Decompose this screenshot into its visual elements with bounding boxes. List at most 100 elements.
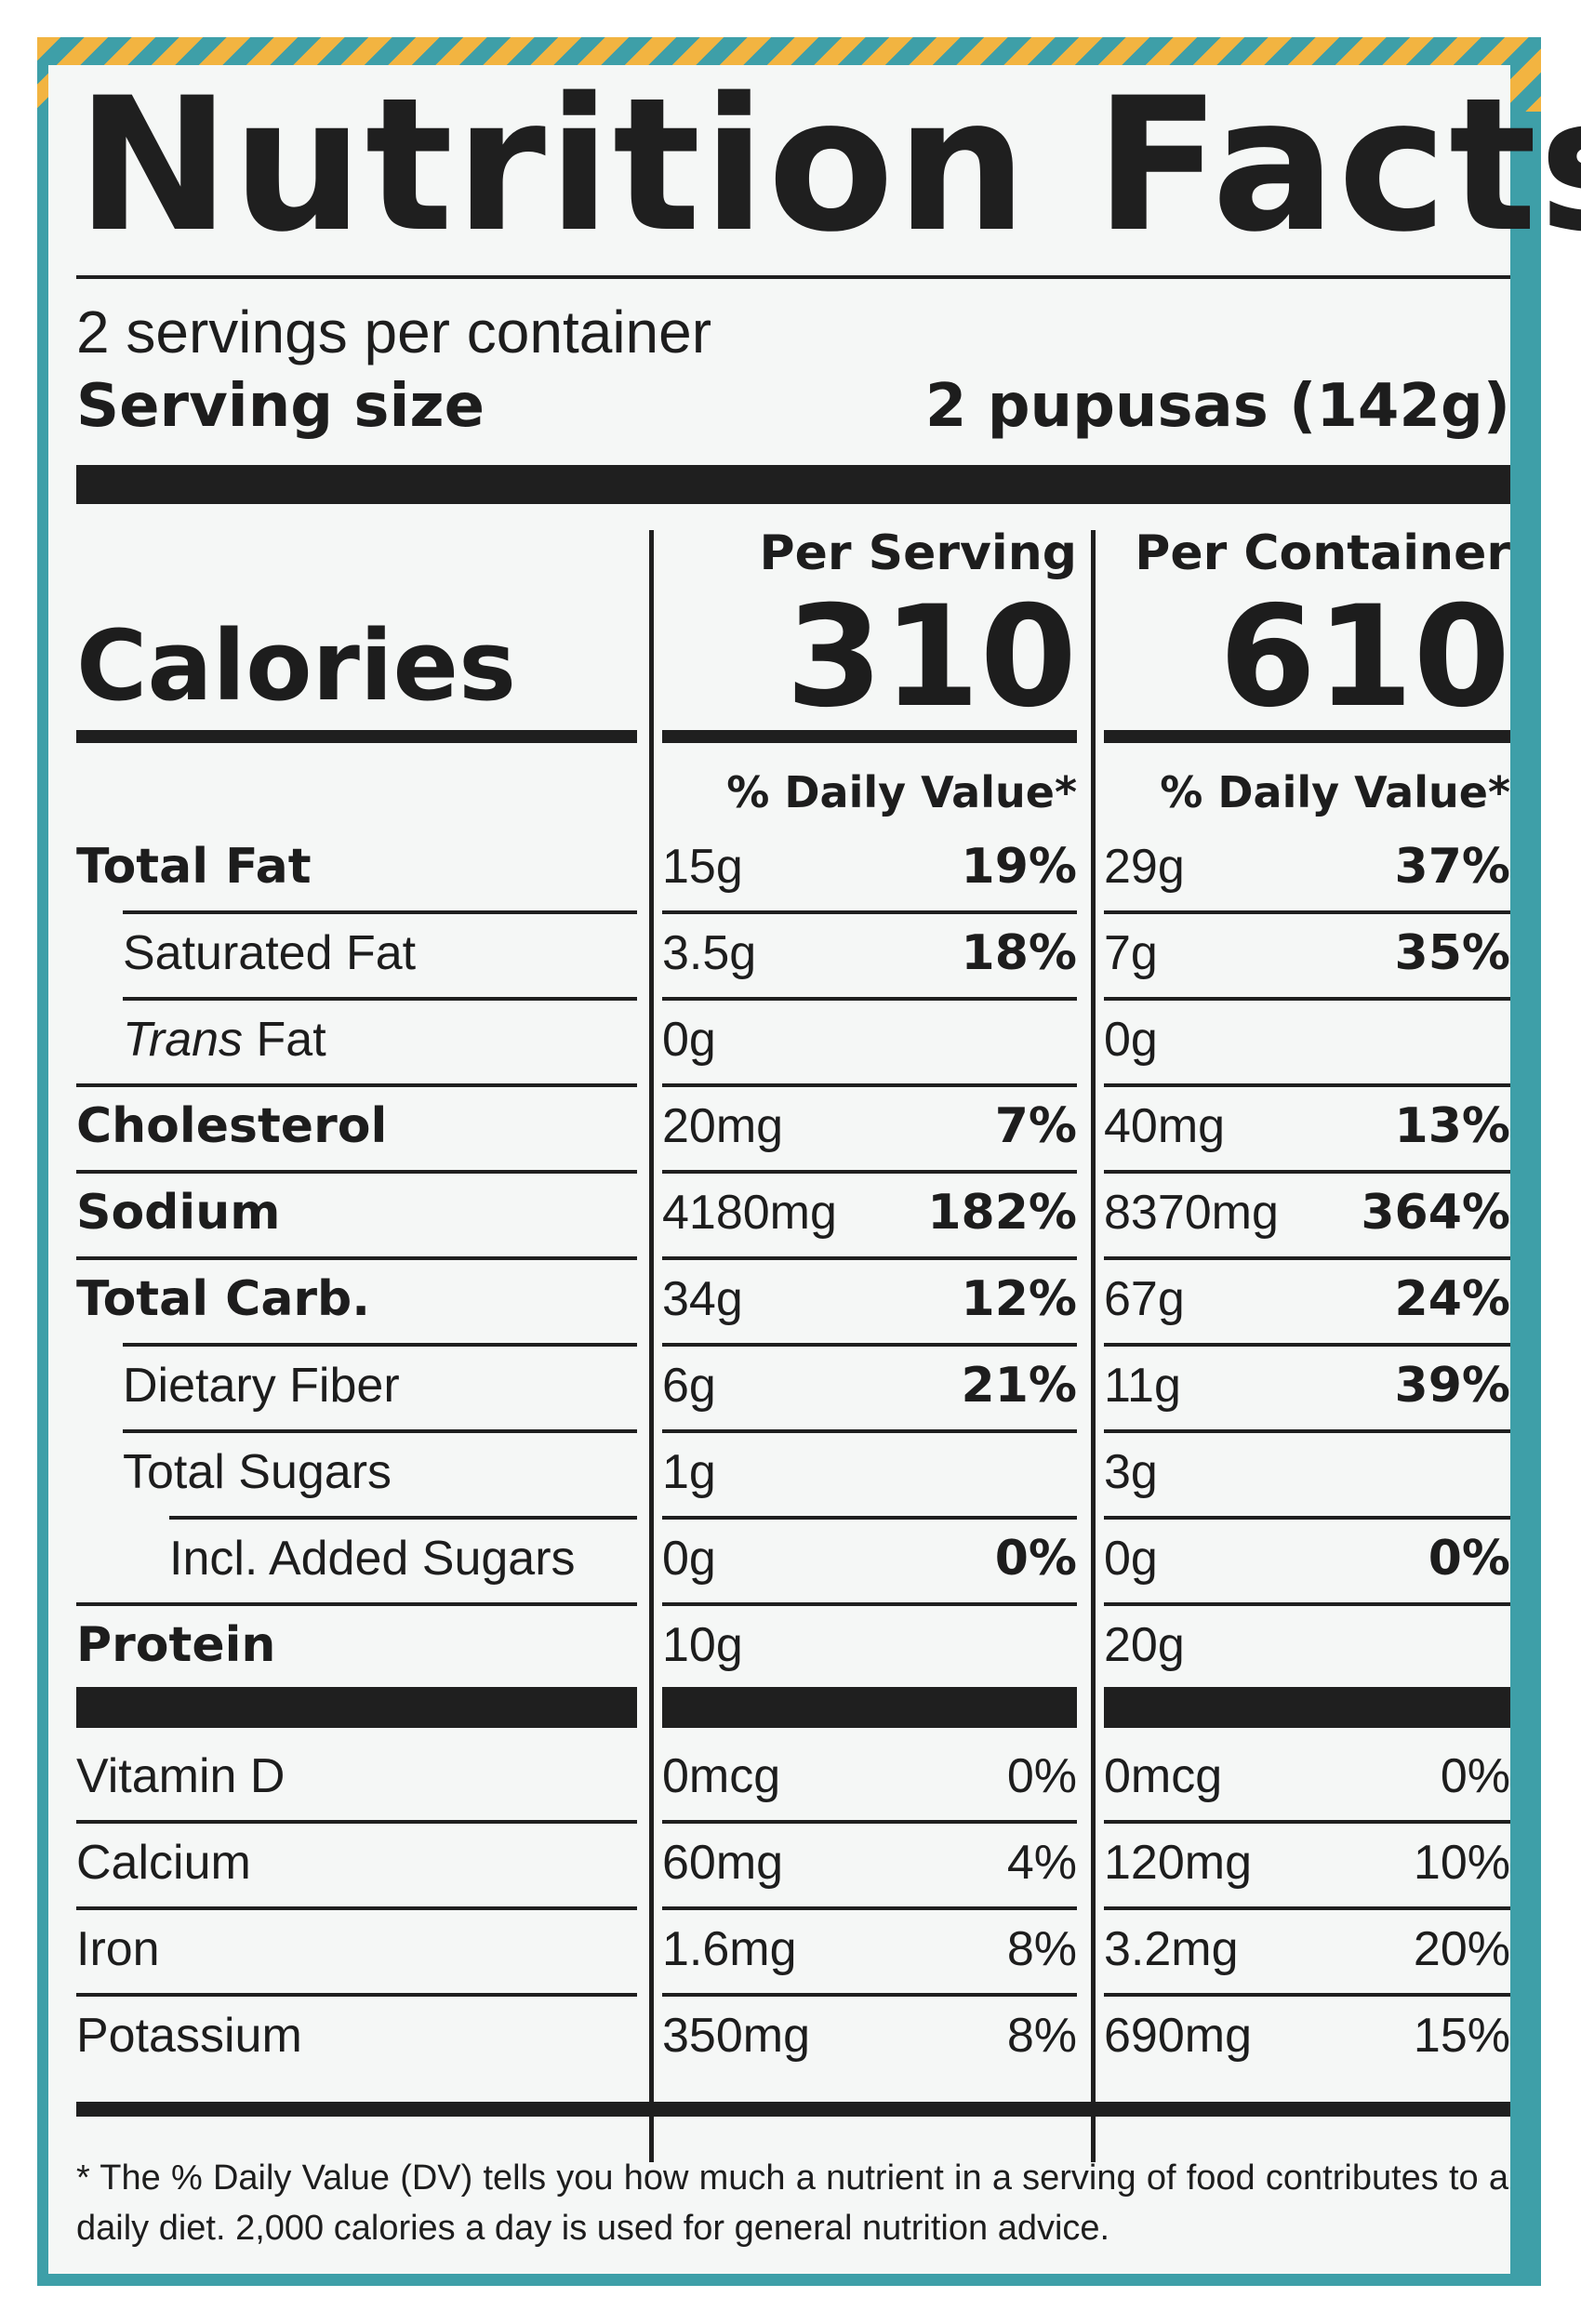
vitamin-bar bbox=[76, 1687, 637, 1728]
column-divider-1 bbox=[649, 530, 654, 2162]
vitamin-bar bbox=[662, 1687, 1077, 1728]
row-divider bbox=[662, 1993, 1077, 1997]
serving-amount: 3.5g bbox=[662, 926, 757, 980]
serving-dv: 4% bbox=[1006, 1836, 1077, 1890]
row-divider bbox=[662, 1516, 1077, 1520]
row-divider bbox=[1104, 1170, 1510, 1174]
row-divider bbox=[662, 1343, 1077, 1347]
serving-dv: 7% bbox=[994, 1098, 1077, 1154]
serving-amount: 10g bbox=[662, 1618, 743, 1672]
serving-amount: 0mcg bbox=[662, 1749, 781, 1803]
nutrient-label: Sodium bbox=[76, 1185, 281, 1241]
column-divider-2 bbox=[1091, 530, 1096, 2162]
serving-size-label: Serving size bbox=[76, 372, 485, 441]
container-dv: 37% bbox=[1394, 839, 1510, 895]
calories-bar-1 bbox=[76, 730, 637, 743]
container-amount: 40mg bbox=[1104, 1099, 1226, 1153]
row-divider bbox=[76, 1083, 637, 1087]
row-divider bbox=[662, 1602, 1077, 1606]
row-divider bbox=[76, 1170, 637, 1174]
row-divider bbox=[1104, 910, 1510, 914]
container-amount: 11g bbox=[1104, 1359, 1181, 1413]
row-divider bbox=[1104, 1256, 1510, 1260]
row-divider bbox=[1104, 1083, 1510, 1087]
row-divider bbox=[662, 1170, 1077, 1174]
serving-size-value: 2 pupusas (142g) bbox=[924, 372, 1510, 441]
nutrient-label: Trans Fat bbox=[123, 1012, 326, 1068]
nutrient-label: Total Carb. bbox=[76, 1271, 371, 1327]
serving-dv: 182% bbox=[927, 1185, 1077, 1241]
serving-amount: 34g bbox=[662, 1272, 743, 1326]
row-divider bbox=[662, 1820, 1077, 1824]
serving-dv: 8% bbox=[1006, 1922, 1077, 1976]
thick-bar bbox=[76, 465, 1510, 504]
serving-amount: 4180mg bbox=[662, 1186, 837, 1240]
nutrient-label: Dietary Fiber bbox=[123, 1359, 400, 1413]
row-divider bbox=[662, 1429, 1077, 1433]
nutrient-label: Total Sugars bbox=[123, 1445, 392, 1499]
container-amount: 29g bbox=[1104, 840, 1185, 894]
vitamin-label: Potassium bbox=[76, 2009, 302, 2063]
serving-amount: 1.6mg bbox=[662, 1922, 797, 1976]
container-amount: 3g bbox=[1104, 1445, 1158, 1499]
serving-amount: 0g bbox=[662, 1013, 716, 1067]
serving-amount: 20mg bbox=[662, 1099, 784, 1153]
container-dv: 20% bbox=[1413, 1922, 1510, 1976]
container-amount: 0g bbox=[1104, 1013, 1158, 1067]
container-dv: 24% bbox=[1394, 1271, 1510, 1327]
container-dv: 13% bbox=[1394, 1098, 1510, 1154]
serving-dv: 0% bbox=[1006, 1749, 1077, 1803]
nutrient-label: Protein bbox=[76, 1617, 276, 1673]
row-divider bbox=[1104, 1429, 1510, 1433]
container-amount: 120mg bbox=[1104, 1836, 1252, 1890]
container-amount: 3.2mg bbox=[1104, 1922, 1239, 1976]
serving-amount: 0g bbox=[662, 1532, 716, 1586]
container-dv: 0% bbox=[1428, 1531, 1510, 1587]
container-dv: 10% bbox=[1413, 1836, 1510, 1890]
row-divider bbox=[662, 997, 1077, 1001]
container-dv: 15% bbox=[1413, 2009, 1510, 2063]
row-divider bbox=[76, 1256, 637, 1260]
serving-amount: 6g bbox=[662, 1359, 716, 1413]
row-divider bbox=[76, 1993, 637, 1997]
serving-amount: 60mg bbox=[662, 1836, 784, 1890]
serving-dv: 19% bbox=[961, 839, 1077, 895]
divider bbox=[76, 275, 1510, 279]
nutrient-label: Incl. Added Sugars bbox=[169, 1532, 576, 1586]
vitamin-label: Vitamin D bbox=[76, 1749, 286, 1803]
container-amount: 690mg bbox=[1104, 2009, 1252, 2063]
row-divider bbox=[1104, 1343, 1510, 1347]
col-head-serving: Per Serving bbox=[759, 525, 1077, 581]
container-dv: 39% bbox=[1394, 1358, 1510, 1414]
vitamin-bar bbox=[1104, 1687, 1510, 1728]
calories-bar-3 bbox=[1104, 730, 1510, 743]
row-divider bbox=[123, 910, 637, 914]
serving-amount: 15g bbox=[662, 840, 743, 894]
row-divider bbox=[169, 1516, 637, 1520]
serving-dv: 21% bbox=[961, 1358, 1077, 1414]
calories-label: Calories bbox=[76, 609, 516, 723]
servings-per-container: 2 servings per container bbox=[76, 299, 712, 365]
container-dv: 0% bbox=[1440, 1749, 1510, 1803]
row-divider bbox=[662, 1906, 1077, 1910]
calories-container: 610 bbox=[1218, 577, 1510, 738]
row-divider bbox=[1104, 1516, 1510, 1520]
row-divider bbox=[1104, 1906, 1510, 1910]
row-divider bbox=[1104, 1820, 1510, 1824]
row-divider bbox=[1104, 1993, 1510, 1997]
row-divider bbox=[123, 997, 637, 1001]
serving-dv: 12% bbox=[961, 1271, 1077, 1327]
serving-dv: 8% bbox=[1006, 2009, 1077, 2063]
row-divider bbox=[123, 1429, 637, 1433]
container-amount: 67g bbox=[1104, 1272, 1185, 1326]
page-title: Nutrition Facts bbox=[76, 58, 1581, 272]
dv-header-serving: % Daily Value* bbox=[726, 767, 1077, 817]
row-divider bbox=[76, 1820, 637, 1824]
row-divider bbox=[662, 1256, 1077, 1260]
row-divider bbox=[662, 1083, 1077, 1087]
nutrient-label: Total Fat bbox=[76, 839, 312, 895]
container-dv: 35% bbox=[1394, 925, 1510, 981]
nutrient-label: Cholesterol bbox=[76, 1098, 388, 1154]
container-amount: 20g bbox=[1104, 1618, 1185, 1672]
serving-dv: 18% bbox=[961, 925, 1077, 981]
